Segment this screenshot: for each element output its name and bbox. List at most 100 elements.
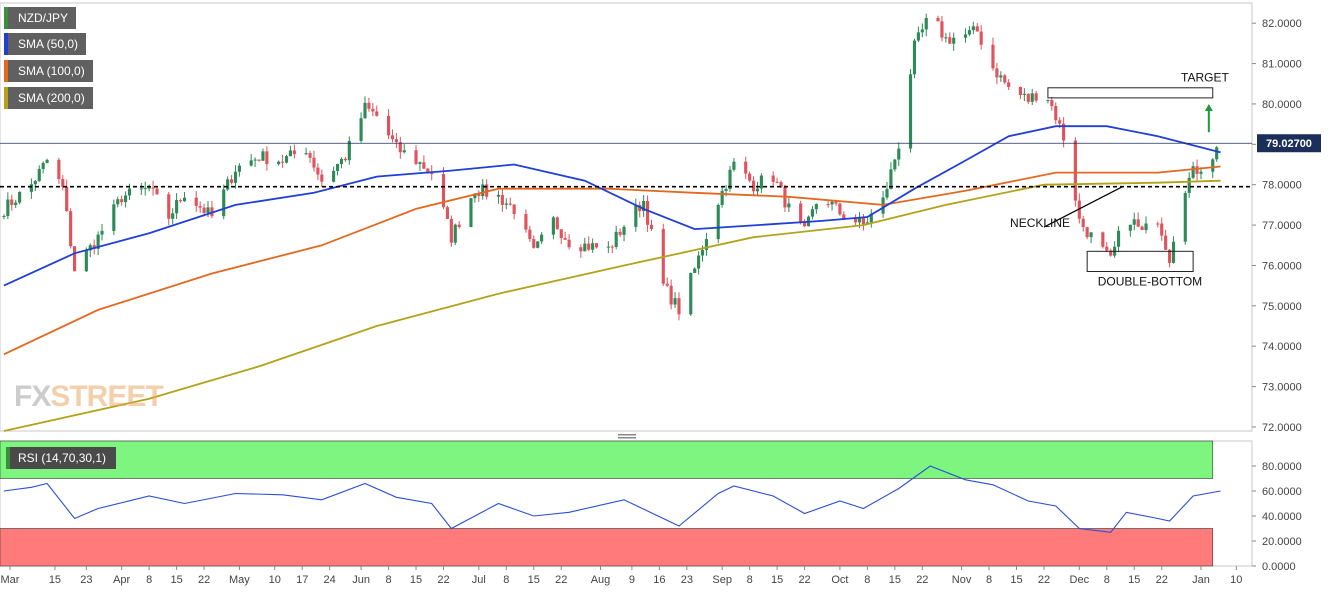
candle-body: [1073, 140, 1077, 201]
x-tick-label: Jun: [352, 574, 370, 586]
candle-body: [1187, 177, 1191, 193]
candle-body: [1136, 219, 1140, 227]
candle-body: [940, 21, 944, 38]
x-tick-label: 15: [1128, 574, 1140, 586]
candle-body: [202, 207, 206, 213]
candle-body: [308, 153, 312, 158]
candle-body: [1195, 166, 1199, 174]
x-tick-label: 22: [798, 574, 810, 586]
candle-body: [779, 182, 783, 188]
candle-body: [143, 187, 147, 189]
x-tick-label: 8: [986, 574, 992, 586]
legend-symbol[interactable]: NZD/JPY: [4, 7, 77, 29]
candle-body: [339, 158, 344, 165]
x-tick-label: 10: [1230, 574, 1242, 586]
candle-body: [991, 44, 995, 69]
sma200-line: [3, 179, 1221, 432]
candle-body: [100, 230, 104, 235]
candle-body: [536, 241, 540, 248]
candle-body: [1058, 120, 1062, 124]
legend-sma50[interactable]: SMA (50,0): [4, 33, 87, 55]
candle-body: [449, 218, 453, 243]
candle-body: [10, 199, 14, 205]
candle-body: [838, 203, 842, 215]
rsi-line: [3, 465, 1221, 533]
rsi-y-tick-label: 0.0000: [1262, 561, 1296, 573]
candle-body: [610, 246, 614, 248]
y-tick-label: 82.0000: [1262, 18, 1302, 30]
candle-body: [1062, 123, 1066, 141]
candle-body: [649, 224, 654, 229]
candle-body: [504, 203, 508, 205]
candle-body: [1077, 200, 1081, 219]
main-panel: [0, 2, 1253, 432]
y-tick-label: 77.0000: [1262, 220, 1302, 232]
candle-body: [359, 118, 363, 141]
candle-body: [689, 272, 693, 315]
x-tick-label: 15: [1010, 574, 1022, 586]
candle-body: [33, 181, 37, 185]
candle-body: [826, 204, 830, 206]
candle-body: [975, 26, 979, 32]
candle-body: [178, 200, 183, 202]
candle-body: [1026, 93, 1030, 102]
legend-rsi-label: RSI (14,70,30,1): [18, 451, 107, 465]
x-tick-label: May: [229, 574, 250, 586]
candle-body: [1128, 224, 1132, 231]
candle-body: [1050, 100, 1054, 107]
candle-body: [120, 199, 124, 203]
candle-body: [524, 214, 528, 230]
candle-body: [14, 202, 18, 205]
candle-body: [634, 204, 638, 227]
x-tick-label: Nov: [952, 574, 972, 586]
candle-body: [759, 175, 763, 189]
last-price-label: 79.02700: [1266, 138, 1312, 150]
x-tick-label: Jul: [472, 574, 486, 586]
candle-body: [1140, 226, 1144, 230]
candle-body: [69, 211, 73, 247]
last-price-badge: [1257, 134, 1321, 153]
candle-body: [995, 68, 999, 78]
candle-body: [1054, 106, 1058, 121]
x-tick-label: 8: [747, 574, 753, 586]
candle-body: [528, 229, 532, 240]
candle-body: [84, 250, 88, 272]
candle-body: [422, 162, 426, 169]
candle-body: [924, 17, 928, 30]
candle-body: [842, 214, 846, 219]
candle-body: [292, 150, 296, 155]
candle-body: [1191, 166, 1195, 178]
neckline-segment: [1043, 186, 1123, 228]
legend-sma200[interactable]: SMA (200,0): [4, 87, 93, 109]
x-tick-label: 22: [916, 574, 928, 586]
candle-body: [304, 153, 308, 155]
candle-body: [88, 245, 92, 251]
legend-rsi[interactable]: RSI (14,70,30,1): [6, 447, 117, 469]
x-tick-label: 15: [889, 574, 901, 586]
candle-body: [1168, 249, 1172, 263]
sma50-line: [3, 125, 1221, 287]
candle-body: [936, 17, 940, 22]
candle-body: [1030, 93, 1034, 102]
candle-body: [194, 197, 198, 207]
candle-body: [112, 204, 116, 231]
candle-body: [343, 158, 347, 161]
candle-body: [288, 150, 293, 157]
candle-body: [198, 206, 202, 208]
candle-body: [65, 186, 69, 212]
candle-body: [999, 75, 1003, 78]
x-tick-label: Apr: [113, 574, 130, 586]
candle-body: [697, 255, 701, 269]
rsi-y-tick-label: 20.0000: [1262, 536, 1302, 548]
candle-body: [469, 198, 473, 228]
candle-body: [854, 218, 858, 223]
x-tick-label: 24: [324, 574, 336, 586]
candle-body: [347, 140, 351, 161]
legend-sma100[interactable]: SMA (100,0): [4, 60, 93, 82]
x-tick-label: 15: [170, 574, 182, 586]
y-tick-label: 76.0000: [1262, 260, 1302, 272]
candle-body: [398, 142, 402, 153]
candle-body: [669, 285, 673, 305]
candle-body: [551, 217, 555, 235]
